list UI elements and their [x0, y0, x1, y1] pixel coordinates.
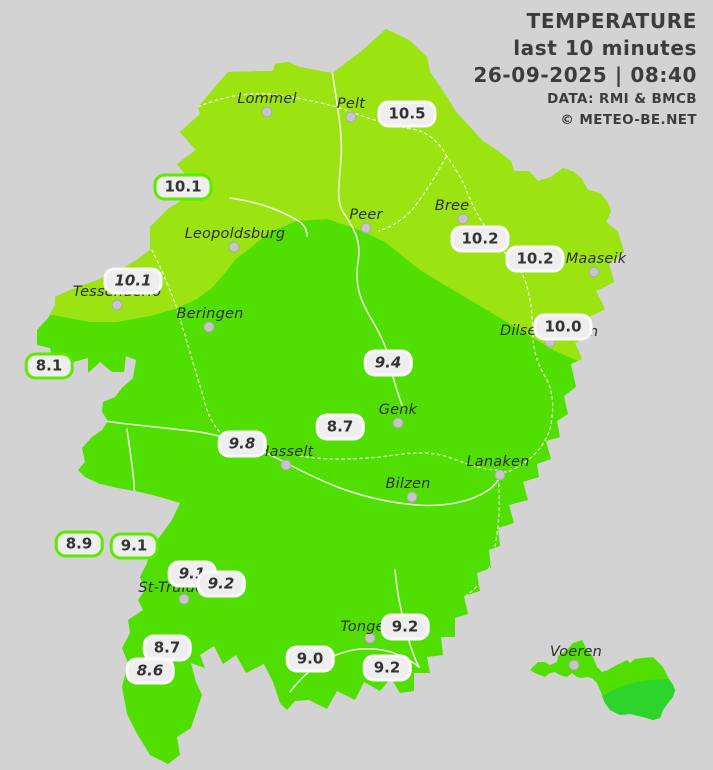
data-source: DATA: RMI & BMCB — [547, 91, 697, 107]
town-dot-voeren — [568, 659, 580, 671]
town-dot-tessenderlo — [111, 299, 123, 311]
page-title: TEMPERATURE — [526, 9, 697, 33]
temperature-badge-10-5-0: 10.5 — [377, 100, 437, 128]
town-dot-leopoldsburg — [228, 241, 240, 253]
temperature-badge-9-0-16: 9.0 — [285, 645, 335, 673]
temperature-badge-8-7-14: 8.7 — [142, 634, 192, 662]
town-label-lommel: Lommel — [237, 91, 297, 107]
map-header: TEMPERATURE last 10 minutes 26-09-2025 |… — [473, 8, 697, 131]
temperature-badge-9-1-11: 9.1 — [109, 532, 159, 560]
copyright: © METEO-BE.NET — [560, 112, 697, 128]
temperature-badge-10-2-3: 10.2 — [505, 245, 565, 273]
temperature-badge-9-2-13: 9.2 — [196, 570, 246, 598]
town-dot-peer — [360, 222, 372, 234]
town-label-bilzen: Bilzen — [385, 476, 431, 492]
datetime-label: 26-09-2025 | 08:40 — [473, 63, 697, 87]
town-label-lanaken: Lanaken — [466, 454, 530, 470]
temperature-badge-8-7-8: 8.7 — [315, 413, 365, 441]
town-label-maaseik: Maaseik — [565, 251, 627, 267]
town-dot-pelt — [345, 111, 357, 123]
temperature-badge-10-2-2: 10.2 — [450, 225, 510, 253]
town-dot-st-truiden — [178, 593, 190, 605]
temperature-badge-8-1-6: 8.1 — [24, 352, 74, 380]
temperature-badge-9-8-9: 9.8 — [217, 430, 267, 458]
town-dot-maaseik — [588, 266, 600, 278]
town-label-leopoldsburg: Leopoldsburg — [184, 226, 286, 242]
temperature-badge-10-0-5: 10.0 — [533, 313, 593, 341]
town-label-hasselt: Hasselt — [258, 444, 314, 460]
town-dot-genk — [392, 417, 404, 429]
page-subtitle: last 10 minutes — [513, 36, 697, 60]
town-dot-lanaken — [494, 469, 506, 481]
town-label-beringen: Beringen — [176, 306, 244, 322]
temperature-badge-8-6-15: 8.6 — [125, 657, 175, 685]
temperature-badge-9-4-7: 9.4 — [363, 349, 413, 377]
temperature-badge-10-1-1: 10.1 — [153, 173, 213, 201]
town-label-peer: Peer — [349, 207, 383, 223]
temperature-badge-9-2-17: 9.2 — [380, 613, 430, 641]
temperature-badge-10-1-4: 10.1 — [103, 267, 163, 295]
town-dot-beringen — [203, 321, 215, 333]
temperature-badge-8-9-10: 8.9 — [54, 530, 104, 558]
town-dot-bilzen — [406, 491, 418, 503]
town-dot-lommel — [261, 106, 273, 118]
town-label-pelt: Pelt — [336, 96, 366, 112]
voeren-cool-zone — [602, 679, 675, 720]
town-dot-tongeren — [364, 632, 376, 644]
town-label-voeren: Voeren — [549, 644, 603, 660]
town-label-genk: Genk — [378, 402, 418, 418]
town-dot-bree — [457, 213, 469, 225]
temperature-badge-9-2-18: 9.2 — [362, 654, 412, 682]
town-label-bree: Bree — [434, 198, 470, 214]
town-dot-hasselt — [280, 459, 292, 471]
